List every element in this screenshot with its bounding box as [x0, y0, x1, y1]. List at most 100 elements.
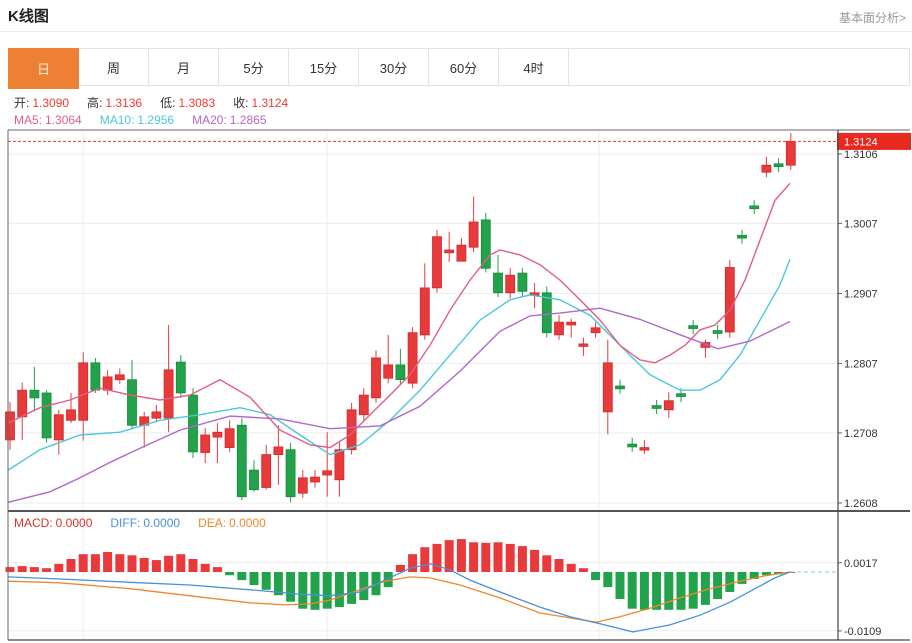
candle — [236, 424, 247, 498]
candle — [334, 449, 345, 481]
candle — [395, 364, 406, 380]
tab-15min[interactable]: 15分 — [289, 49, 359, 85]
tab-60min[interactable]: 60分 — [429, 49, 499, 85]
candle — [432, 236, 442, 289]
open-value: 1.3090 — [32, 96, 70, 110]
period-tabbar: 日周月 5分 15分 30分 60分 4时 — [8, 48, 910, 89]
candle — [78, 362, 89, 421]
candle — [444, 249, 455, 254]
dea-value: 0.0000 — [229, 516, 266, 530]
candle — [602, 362, 613, 413]
candle — [261, 454, 272, 488]
candle — [615, 385, 625, 390]
tab-day[interactable]: 日 — [8, 48, 79, 89]
candle — [651, 405, 662, 409]
candle — [175, 361, 186, 394]
candle — [493, 272, 503, 294]
candle — [517, 272, 528, 292]
fundamental-analysis-link[interactable]: 基本面分析> — [838, 11, 906, 25]
close-label: 收: — [233, 96, 249, 110]
ma5-line — [7, 182, 791, 449]
ma10-line — [7, 258, 791, 471]
candle — [66, 409, 76, 421]
price-axis-label: 1.3007 — [844, 218, 878, 230]
candle — [627, 443, 638, 448]
candle — [285, 449, 296, 498]
open-label: 开: — [14, 96, 30, 110]
high-label: 高: — [87, 96, 103, 110]
last-price-badge — [837, 132, 911, 150]
low-value: 1.3083 — [178, 96, 216, 110]
price-axis-label: 1.2807 — [844, 359, 878, 371]
ma20-line — [7, 307, 791, 503]
tab-5min[interactable]: 5分 — [219, 49, 289, 85]
ohlc-legend: 开: 1.3090 高: 1.3136 低: 1.3083 收: 1.3124 — [14, 96, 288, 110]
diff-value: 0.0000 — [143, 516, 181, 530]
candle — [163, 369, 174, 419]
macd-legend: MACD: 0.0000 DIFF: 0.0000 DEA: 0.0000 — [14, 516, 266, 530]
candle — [249, 469, 259, 491]
candle — [310, 476, 320, 483]
candle — [773, 163, 784, 168]
candle — [200, 434, 211, 453]
candle — [724, 267, 735, 333]
candle — [468, 221, 479, 248]
candle — [322, 470, 333, 476]
candle — [737, 234, 747, 239]
candle — [676, 393, 686, 397]
candle — [639, 447, 650, 451]
candle — [358, 394, 369, 416]
candle — [273, 446, 284, 455]
ma20-label: MA20: — [192, 113, 227, 127]
candle — [578, 343, 589, 347]
candle — [590, 327, 601, 334]
candle — [188, 394, 198, 453]
macd-label: MACD: — [14, 516, 53, 530]
close-value: 1.3124 — [251, 96, 289, 110]
tab-30min[interactable]: 30分 — [359, 49, 429, 85]
high-value: 1.3136 — [105, 96, 143, 110]
price-axis-label: 1.2907 — [844, 289, 878, 301]
last-price-label: 1.3124 — [844, 136, 878, 148]
price-axis-label: 1.2608 — [844, 498, 878, 510]
dea-label: DEA: — [198, 516, 227, 530]
ma5-label: MA5: — [14, 113, 43, 127]
price-axis-label: 1.2708 — [844, 428, 878, 440]
macd-value: 0.0000 — [55, 516, 93, 530]
macd-histogram — [5, 539, 796, 610]
price-axis-label: 1.3106 — [844, 149, 878, 161]
tab-4hour[interactable]: 4时 — [499, 49, 569, 85]
candle — [419, 287, 430, 336]
candle — [102, 376, 113, 391]
ma10-label: MA10: — [99, 113, 135, 127]
macd-axis-label: 0.0017 — [844, 558, 878, 570]
candle — [53, 414, 64, 441]
dea-line — [7, 571, 791, 623]
candle — [456, 244, 467, 262]
candle — [383, 364, 394, 379]
candle — [151, 411, 162, 419]
page-title: K线图 — [8, 8, 49, 25]
ma20-value: 1.2865 — [229, 113, 267, 127]
tab-week[interactable]: 周 — [79, 49, 149, 85]
candle — [127, 379, 137, 426]
candle — [29, 389, 40, 399]
diff-line — [7, 563, 791, 633]
candle — [505, 274, 516, 294]
candle — [407, 332, 418, 384]
candle — [541, 292, 552, 334]
candle — [712, 330, 723, 334]
ma10-value: 1.2956 — [137, 113, 175, 127]
candle — [297, 477, 308, 494]
candle — [224, 428, 235, 449]
candle — [371, 357, 381, 399]
tab-month[interactable]: 月 — [149, 49, 219, 85]
candle — [663, 400, 674, 411]
candle — [41, 392, 52, 439]
ma-legend: MA5: 1.3064 MA10: 1.2956 MA20: 1.2865 — [14, 113, 267, 127]
candle — [761, 164, 772, 173]
ma5-value: 1.3064 — [45, 113, 82, 127]
candle — [554, 321, 564, 336]
